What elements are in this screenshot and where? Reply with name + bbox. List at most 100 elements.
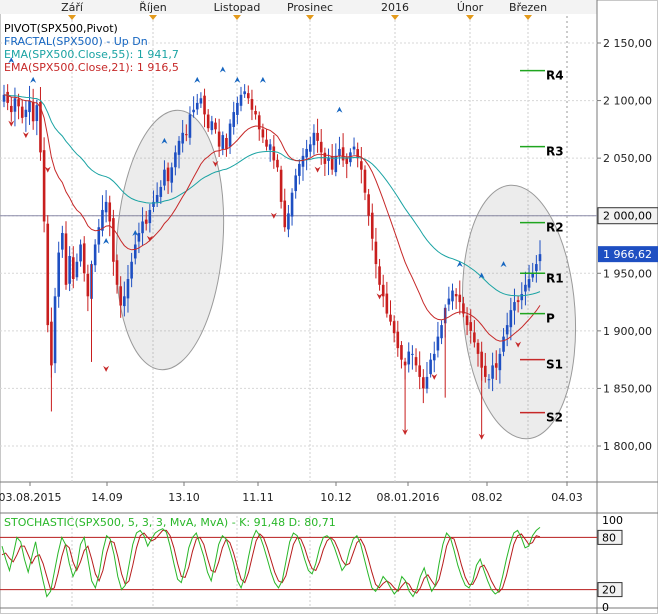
pivot-level-label: R4 (546, 69, 564, 83)
candle (126, 264, 130, 313)
candle (330, 144, 334, 175)
candle-body (123, 296, 126, 307)
candle (494, 350, 498, 381)
date-tick-label: 04.03 (551, 491, 583, 504)
candle (46, 215, 50, 333)
candle-body (505, 325, 509, 335)
candle-body (345, 158, 349, 164)
candle (502, 328, 505, 357)
candle (130, 252, 133, 288)
month-label: 2016 (381, 1, 409, 14)
candle (294, 168, 298, 199)
candle (265, 129, 268, 151)
candle (236, 96, 239, 125)
month-label: Listopad (214, 1, 261, 14)
candle-body (301, 155, 305, 167)
month-marker-icon (149, 15, 157, 20)
candle-body (473, 332, 476, 343)
candle-body (144, 219, 148, 224)
candle-body (330, 155, 334, 170)
candle-body (370, 212, 374, 239)
candle-body (115, 260, 119, 285)
candle (360, 147, 363, 184)
candle (334, 143, 338, 177)
candle (148, 204, 152, 233)
candle (301, 148, 305, 181)
candle (327, 148, 330, 176)
price-tick-label: 1 950,00 (603, 267, 652, 280)
candle (473, 320, 476, 348)
candle-body (126, 279, 130, 299)
candle-body (290, 192, 294, 217)
legend-entry: FRACTAL(SPX500) - Up Dn (4, 35, 148, 48)
candle (305, 139, 308, 171)
candle-body (206, 114, 210, 129)
candle-body (137, 232, 141, 242)
candle-body (53, 296, 57, 364)
candle (491, 352, 494, 392)
candle-body (392, 321, 396, 334)
candle (57, 241, 60, 308)
candle-body (403, 361, 407, 366)
candle-body (35, 105, 39, 122)
candle (195, 93, 199, 115)
candle (6, 84, 9, 111)
candle-body (268, 144, 272, 150)
candle (35, 99, 39, 136)
candle-body (166, 167, 170, 182)
candles (2, 84, 542, 437)
candle-body (17, 99, 20, 107)
candle (279, 165, 283, 209)
candle-body (400, 345, 403, 360)
stochastic-tick-label: 0 (602, 601, 609, 614)
candle (484, 352, 487, 383)
date-tick-label: 10.12 (320, 491, 352, 504)
candle-body (265, 139, 268, 147)
fractal-down-icon (431, 373, 438, 380)
candle (13, 87, 17, 127)
candle-body (385, 293, 389, 314)
ema21-line (3, 94, 541, 342)
candle-body (71, 257, 75, 280)
candle-body (524, 284, 527, 292)
candle-body (360, 161, 363, 170)
candle (225, 133, 228, 157)
candle-body (2, 94, 6, 102)
fractal-up-icon (456, 261, 463, 268)
candle (93, 239, 97, 272)
reference-level-box (597, 207, 658, 225)
candle (316, 118, 319, 153)
candle-body (338, 148, 341, 156)
candle (418, 351, 421, 390)
candle-body (61, 232, 64, 250)
candle-body (101, 209, 104, 231)
candle-body (436, 336, 440, 351)
candle-body (319, 141, 323, 153)
candle-body (24, 109, 28, 117)
current-price-label: 1 966,62 (603, 248, 652, 261)
candle (505, 312, 509, 347)
candle (232, 101, 236, 135)
candle (141, 207, 144, 246)
candle (239, 86, 243, 112)
candle-body (516, 300, 520, 303)
price-tick-label: 1 900,00 (603, 325, 652, 338)
fractal-down-icon (376, 293, 383, 300)
candle (374, 227, 378, 279)
candle (411, 345, 414, 370)
candle-body (487, 379, 491, 381)
candle-body (214, 122, 217, 130)
candle-body (531, 273, 535, 278)
candle (159, 180, 163, 204)
candle-body (108, 202, 112, 222)
candle-body (352, 146, 356, 150)
candle-body (239, 94, 243, 106)
candle-body (9, 105, 13, 113)
candle-body (46, 223, 50, 326)
candle (170, 162, 174, 193)
candle-body (228, 123, 232, 147)
candle (268, 139, 272, 162)
candle (356, 142, 359, 168)
candle-body (378, 266, 381, 285)
